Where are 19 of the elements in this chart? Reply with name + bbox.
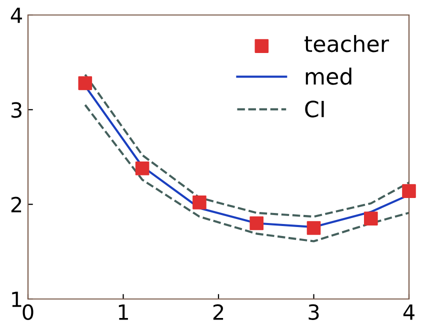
point [364,212,378,226]
point [192,196,206,210]
y-tick-label: 2 [11,196,22,212]
legend-label: med [306,68,352,85]
x-tick-label: 4 [403,304,414,320]
x-tick-label: 1 [118,304,128,320]
legend-label: teacher [304,35,389,52]
point [250,216,264,230]
point [306,221,321,235]
x-tick-label: 2 [213,304,224,320]
x-tick-label: 3 [308,304,319,320]
legend-label: CI [305,100,324,118]
point [402,184,416,198]
x-tick-label: 0 [22,304,34,320]
y-tick-label: 1 [12,292,22,307]
point [135,161,150,176]
y-tick-label: 4 [10,8,22,23]
y-tick-label: 3 [11,102,22,118]
point [78,76,92,90]
